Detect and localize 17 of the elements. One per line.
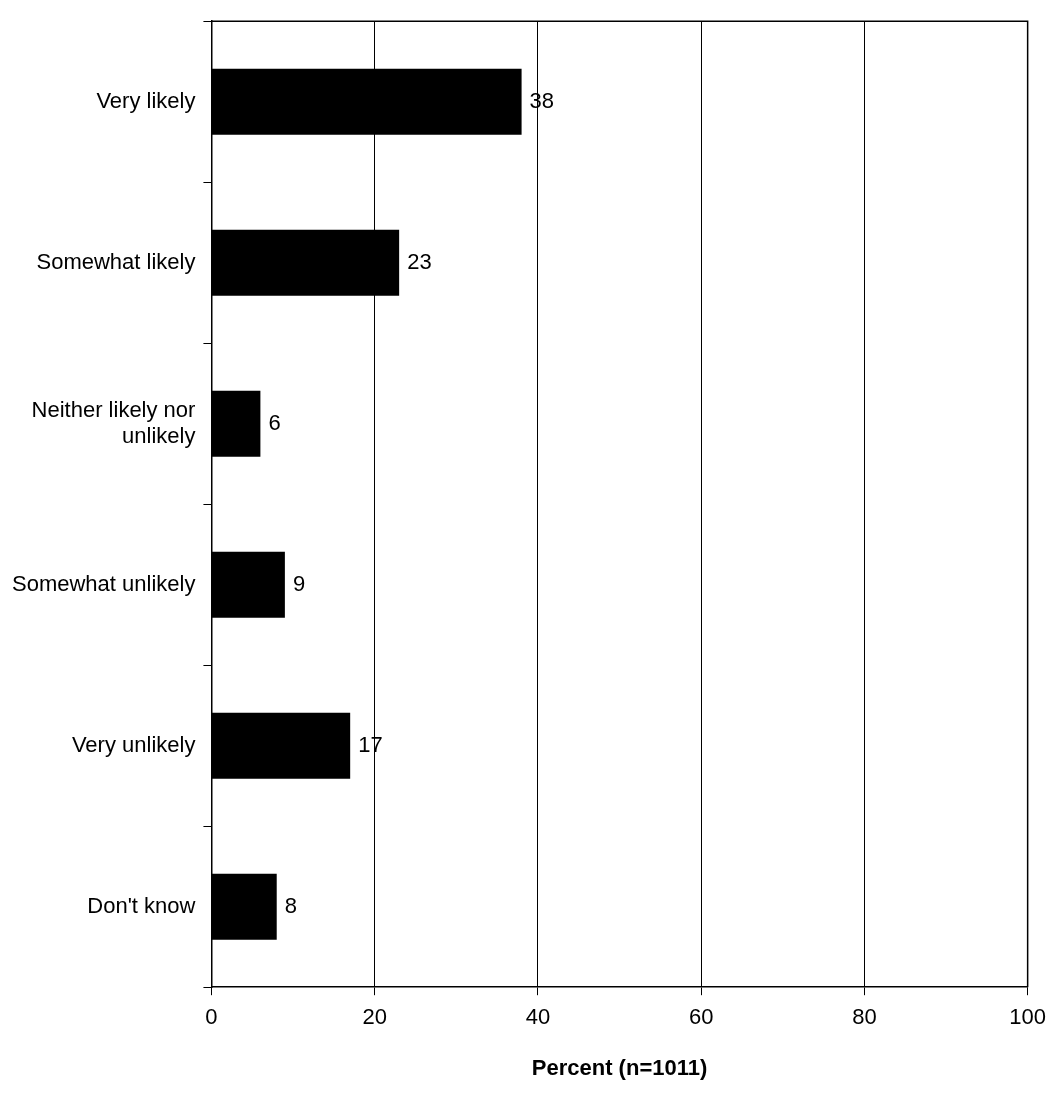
y-tick-label: Don't know [87,892,196,918]
x-axis-title: Percent (n=1011) [531,1054,708,1080]
data-label: 6 [268,409,281,435]
data-label: 23 [407,248,432,274]
x-tick-label: 80 [852,1004,877,1030]
y-tick-label: Somewhat unlikely [11,570,196,596]
x-tick-label: 20 [362,1004,387,1030]
y-tick-label: Neither likely nor unlikely [31,396,196,448]
y-tick-label: Somewhat likely [36,248,196,274]
x-tick-label: 60 [688,1004,714,1030]
y-tick-label: Very unlikely [71,731,196,757]
x-tick-label: 40 [525,1004,551,1030]
data-label: 9 [292,570,306,596]
data-label: 8 [284,892,297,918]
y-tick-label: Very likely [96,87,196,113]
x-tick-label: 0 [205,1004,218,1030]
x-tick-label: 100 [1009,1004,1047,1030]
